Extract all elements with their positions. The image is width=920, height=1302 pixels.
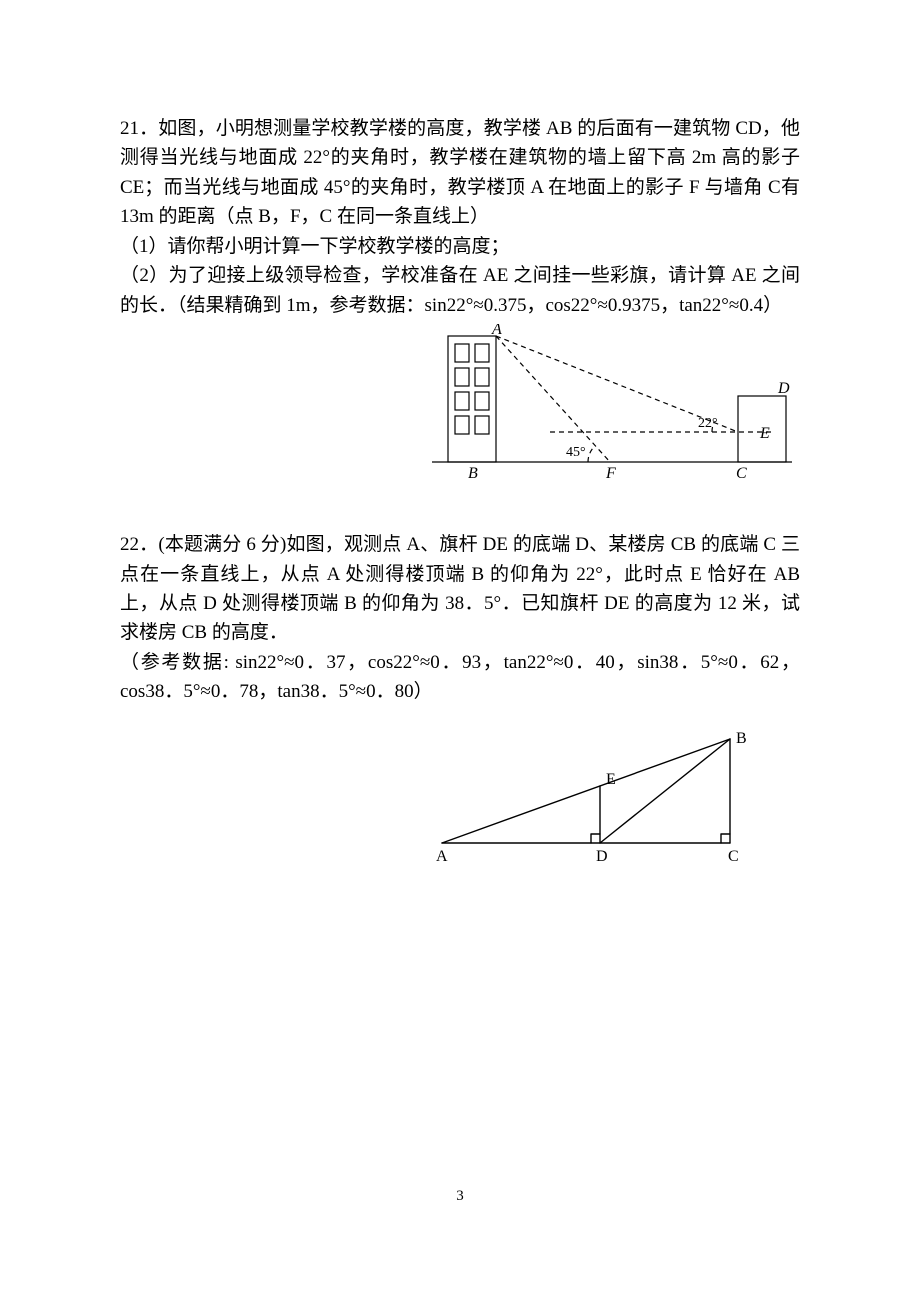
svg-text:22°: 22° (698, 416, 718, 431)
svg-text:45°: 45° (566, 445, 586, 460)
problem-22-body: 22．(本题满分 6 分)如图，观测点 A、旗杆 DE 的底端 D、某楼房 CB… (120, 530, 800, 648)
problem-22: 22．(本题满分 6 分)如图，观测点 A、旗杆 DE 的底端 D、某楼房 CB… (120, 530, 800, 865)
problem-21: 21．如图，小明想测量学校教学楼的高度，教学楼 AB 的后面有一建筑物 CD，他… (120, 114, 800, 480)
figure-21-wrap: A B F C D E 45° 22° (426, 324, 800, 480)
svg-text:F: F (605, 465, 616, 480)
figure-22: A D C B E (430, 725, 750, 865)
svg-text:D: D (777, 380, 790, 397)
svg-text:A: A (491, 324, 502, 338)
svg-text:A: A (436, 848, 448, 865)
svg-text:C: C (736, 465, 747, 480)
svg-text:C: C (728, 848, 739, 865)
svg-text:B: B (736, 730, 747, 747)
figure-22-wrap: A D C B E (430, 725, 800, 865)
svg-text:D: D (596, 848, 608, 865)
problem-22-hint: （参考数据: sin22°≈0．37，cos22°≈0．93，tan22°≈0．… (120, 648, 800, 707)
problem-21-q1: （1）请你帮小明计算一下学校教学楼的高度； (120, 232, 800, 261)
svg-text:E: E (606, 771, 616, 788)
page-number: 3 (120, 1185, 800, 1208)
figure-21: A B F C D E 45° 22° (426, 324, 798, 480)
problem-21-q2: （2）为了迎接上级领导检查，学校准备在 AE 之间挂一些彩旗，请计算 AE 之间… (120, 261, 800, 320)
svg-text:E: E (759, 425, 770, 442)
svg-text:B: B (468, 465, 478, 480)
problem-21-body: 21．如图，小明想测量学校教学楼的高度，教学楼 AB 的后面有一建筑物 CD，他… (120, 114, 800, 232)
